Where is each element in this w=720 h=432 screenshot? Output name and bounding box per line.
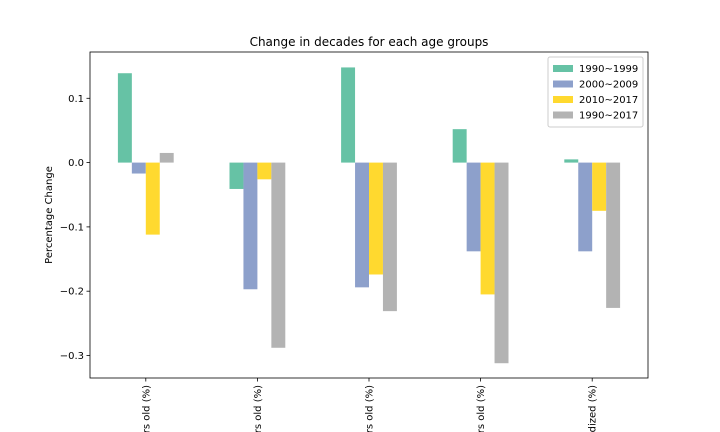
- bar: [564, 159, 579, 163]
- bar: [606, 162, 621, 308]
- bar: [452, 129, 467, 163]
- bar: [341, 67, 356, 163]
- x-tick-label: rs old (%): [253, 385, 264, 432]
- axes-layer: 0.1 0.0 −0.1 −0.2 −0.3 rs old (%) rs old (%) rs…: [60, 51, 649, 432]
- bars-layer: [117, 67, 621, 364]
- legend-box: [547, 56, 644, 128]
- x-tick-label: dized (%): [588, 385, 599, 432]
- x-tick-label: rs old (%): [365, 385, 376, 432]
- legend-swatch: [553, 111, 573, 119]
- x-tick-label: rs old (%): [476, 385, 487, 432]
- bar: [271, 162, 286, 348]
- y-tick-label: −0.1: [60, 222, 84, 233]
- bar: [145, 162, 160, 235]
- y-tick-label: −0.3: [60, 351, 84, 362]
- bar: [159, 152, 174, 163]
- y-tick-label: 0.0: [68, 158, 84, 169]
- bar: [494, 162, 509, 364]
- bar: [592, 162, 607, 211]
- y-axis-label: Percentage Change: [44, 166, 55, 264]
- legend-swatch: [553, 96, 573, 103]
- legend-label: 2000~2009: [579, 80, 638, 91]
- y-tick-label: 0.1: [68, 94, 84, 105]
- y-tick-label: −0.2: [60, 287, 84, 298]
- legend-label: 1990~2017: [579, 111, 638, 122]
- x-tick-label: rs old (%): [141, 385, 152, 432]
- legend-label: 1990~1999: [579, 64, 638, 75]
- bar: [355, 162, 369, 288]
- bar: [117, 73, 132, 163]
- bar: [229, 162, 244, 189]
- legend-swatch: [553, 80, 573, 88]
- bar: [382, 162, 397, 312]
- bar: [369, 162, 383, 275]
- legend-label: 2010~2017: [579, 95, 638, 106]
- bar: [131, 162, 146, 174]
- bar: [466, 162, 481, 252]
- bar: [243, 162, 258, 290]
- legend-swatch: [553, 65, 573, 72]
- bar: [578, 162, 593, 252]
- legend: 1990~1999 2000~2009 2010~2017 1990~2017: [547, 56, 644, 128]
- bar: [480, 162, 495, 295]
- bar: [257, 162, 272, 180]
- chart-title: Change in decades for each age groups: [250, 35, 489, 49]
